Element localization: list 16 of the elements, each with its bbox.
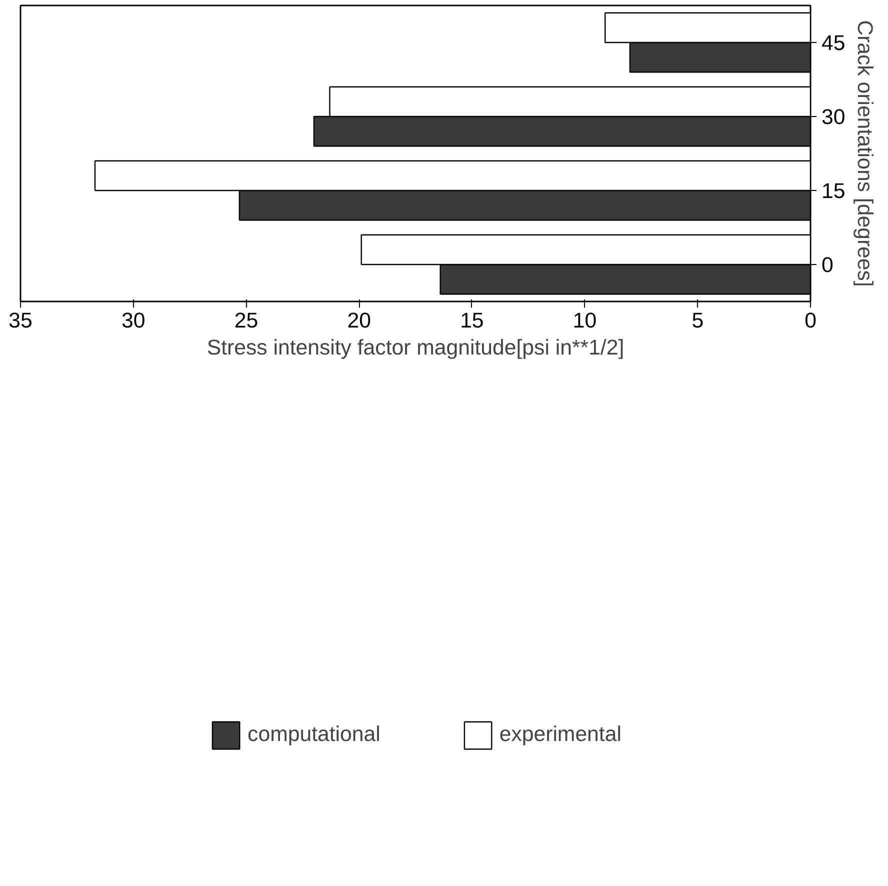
y-tick-label: 30: [822, 105, 846, 129]
y-tick-label: 0: [822, 253, 834, 277]
x-tick-label: 10: [572, 308, 597, 332]
x-tick-label: 20: [347, 308, 372, 332]
x-tick-label: 15: [460, 308, 484, 332]
x-tick-label: 30: [121, 308, 146, 332]
y-axis-title: Crack orientations [degrees]: [853, 20, 878, 287]
y-tick-label: 45: [822, 31, 846, 55]
x-tick-label: 35: [8, 308, 32, 332]
x-tick-label: 5: [692, 308, 704, 332]
y-tick-label: 15: [822, 179, 846, 203]
legend-label: computational: [248, 722, 380, 747]
x-tick-label: 0: [804, 308, 817, 332]
x-axis-title: Stress intensity factor magnitude[psi in**1/2]: [206, 336, 624, 360]
legend-label: experimental: [499, 722, 622, 747]
x-tick-label: 25: [234, 308, 258, 332]
